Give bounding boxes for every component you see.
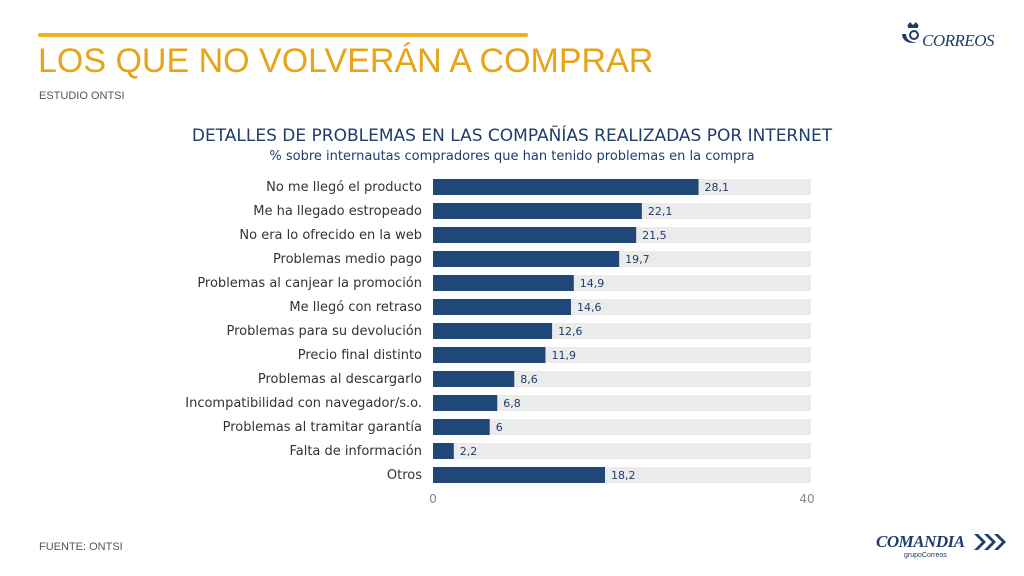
data-label: 6 xyxy=(496,421,503,434)
bar-track xyxy=(433,443,811,459)
bar xyxy=(433,275,574,291)
grupo-correos-text: grupoCorreos xyxy=(904,552,947,559)
bar xyxy=(433,371,515,387)
page-title: LOS QUE NO VOLVERÁN A COMPRAR xyxy=(38,42,654,80)
category-label: Me ha llegado estropeado xyxy=(253,204,422,219)
bar xyxy=(433,323,553,339)
category-label: Problemas medio pago xyxy=(273,252,422,267)
data-label: 14,6 xyxy=(577,301,602,314)
category-label: Me llegó con retraso xyxy=(289,300,422,315)
data-label: 2,2 xyxy=(460,445,478,458)
correos-wordmark: CORREOS xyxy=(922,31,995,50)
bar xyxy=(433,347,546,363)
bar-track xyxy=(433,395,811,411)
bar xyxy=(433,443,454,459)
chart-subtitle: % sobre internautas compradores que han … xyxy=(269,149,755,164)
comandia-logo: COMANDIA grupoCorreos xyxy=(876,530,1006,566)
category-label: No me llegó el producto xyxy=(266,180,422,195)
bar xyxy=(433,203,642,219)
crown-horn-icon xyxy=(902,22,920,43)
bar xyxy=(433,251,620,267)
category-label: Problemas al tramitar garantía xyxy=(223,420,422,435)
bar xyxy=(433,227,637,243)
category-label: Problemas al descargarlo xyxy=(258,372,422,387)
chart-title: DETALLES DE PROBLEMAS EN LAS COMPAÑÍAS R… xyxy=(191,126,833,146)
bar-track xyxy=(433,419,811,435)
data-label: 6,8 xyxy=(503,397,521,410)
category-label: Precio final distinto xyxy=(298,348,422,363)
comandia-wordmark: COMANDIA xyxy=(876,532,965,551)
data-label: 21,5 xyxy=(642,229,667,242)
page-subtitle: ESTUDIO ONTSI xyxy=(39,90,125,102)
x-tick-label: 40 xyxy=(799,492,814,506)
category-label: Problemas para su devolución xyxy=(226,324,422,339)
data-label: 8,6 xyxy=(520,373,538,386)
x-tick-label: 0 xyxy=(429,492,437,506)
category-label: No era lo ofrecido en la web xyxy=(239,228,422,243)
bar xyxy=(433,467,605,483)
correos-logo: CORREOS xyxy=(898,20,1008,56)
data-label: 28,1 xyxy=(705,181,730,194)
data-label: 19,7 xyxy=(625,253,650,266)
category-label: Falta de información xyxy=(289,444,422,459)
data-label: 14,9 xyxy=(580,277,605,290)
bar-track xyxy=(433,371,811,387)
source-note: FUENTE: ONTSI xyxy=(39,541,123,553)
category-label: Otros xyxy=(387,468,422,483)
bar xyxy=(433,299,571,315)
bar xyxy=(433,179,699,195)
title-accent-rule xyxy=(38,33,528,37)
data-label: 18,2 xyxy=(611,469,636,482)
bar xyxy=(433,419,490,435)
data-label: 22,1 xyxy=(648,205,673,218)
data-label: 11,9 xyxy=(551,349,576,362)
category-label: Incompatibilidad con navegador/s.o. xyxy=(185,396,422,411)
data-label: 12,6 xyxy=(558,325,583,338)
bar xyxy=(433,395,498,411)
category-label: Problemas al canjear la promoción xyxy=(197,276,422,291)
chevrons-icon xyxy=(974,534,1006,550)
